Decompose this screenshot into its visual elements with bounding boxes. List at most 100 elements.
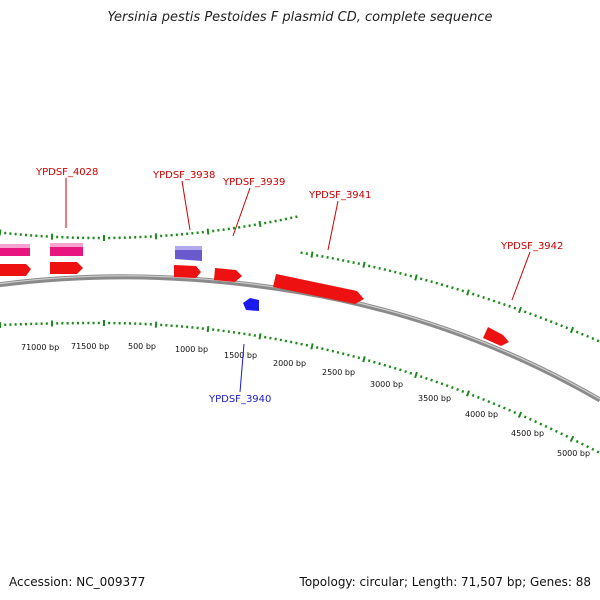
major-tick: [414, 274, 418, 281]
minor-tick: [367, 264, 371, 268]
inner-tick-ring: [0, 320, 600, 454]
minor-tick: [534, 420, 538, 424]
minor-tick: [419, 277, 423, 281]
minor-tick: [347, 353, 350, 357]
minor-tick: [425, 278, 428, 282]
gene-label[interactable]: YPDSF_3941: [308, 190, 371, 201]
map-title: Yersinia pestis Pestoides F plasmid CD, …: [107, 10, 493, 25]
minor-tick: [503, 302, 506, 307]
minor-tick: [435, 380, 439, 384]
position-label: 4000 bp: [465, 410, 498, 419]
minor-tick: [477, 294, 480, 298]
accession-text: Accession: NC_009377: [9, 575, 146, 589]
minor-tick: [456, 387, 459, 392]
minor-tick: [383, 363, 387, 367]
minor-tick: [591, 447, 595, 451]
minor-tick: [580, 332, 584, 336]
position-label: 2500 bp: [322, 368, 355, 377]
gene-ypdsf-3942[interactable]: [483, 327, 509, 346]
minor-tick: [586, 334, 590, 338]
minor-tick: [492, 299, 496, 303]
minor-tick: [513, 306, 517, 310]
minor-tick: [528, 417, 532, 421]
major-tick: [518, 306, 522, 314]
minor-tick: [393, 270, 397, 274]
minor-tick: [523, 415, 527, 419]
minor-tick: [341, 352, 345, 356]
minor-tick: [575, 330, 579, 334]
gene-ypdsf-3939[interactable]: [214, 268, 242, 282]
minor-tick: [305, 343, 309, 347]
position-label: 1000 bp: [175, 345, 208, 354]
minor-tick: [445, 284, 449, 288]
major-tick: [362, 356, 366, 363]
minor-tick: [300, 342, 303, 346]
position-label: 71000 bp: [21, 343, 59, 352]
minor-tick: [461, 389, 465, 393]
minor-tick: [591, 337, 595, 341]
minor-tick: [284, 217, 288, 221]
minor-tick: [378, 266, 381, 270]
minor-tick: [487, 297, 491, 301]
minor-tick: [471, 393, 475, 397]
minor-tick: [373, 360, 376, 364]
minor-tick: [513, 410, 517, 415]
minor-tick: [383, 268, 387, 272]
minor-tick: [565, 326, 569, 330]
minor-tick: [399, 368, 402, 372]
minor-tick: [544, 424, 548, 428]
gene-label[interactable]: YPDSF_3938: [152, 170, 215, 181]
minor-tick: [367, 359, 371, 363]
gene-label[interactable]: YPDSF_3942: [500, 241, 563, 252]
minor-tick: [295, 341, 298, 345]
minor-tick: [404, 273, 407, 277]
minor-tick: [419, 375, 423, 379]
minor-tick: [451, 386, 454, 390]
gene-ypdsf-3940[interactable]: [243, 298, 259, 311]
major-tick: [258, 333, 262, 340]
minor-tick: [492, 402, 496, 406]
minor-tick: [554, 429, 558, 433]
major-tick: [517, 411, 523, 418]
minor-tick: [497, 404, 501, 408]
gene-ypdsf-3941[interactable]: [273, 274, 364, 304]
outer-tick-ring: [0, 215, 600, 343]
plasmid-backbone: [0, 274, 600, 403]
position-label: 2000 bp: [273, 359, 306, 368]
position-label: 1500 bp: [224, 351, 257, 360]
major-tick: [466, 289, 470, 296]
minor-tick: [409, 371, 413, 375]
minor-tick: [393, 366, 397, 370]
minor-tick: [388, 269, 392, 273]
minor-tick: [352, 261, 355, 264]
gene-label[interactable]: YPDSF_4028: [35, 167, 98, 178]
summary-text: Topology: circular; Length: 71,507 bp; G…: [299, 575, 591, 589]
minor-tick: [430, 378, 433, 382]
major-tick: [414, 371, 418, 379]
gene-red-1[interactable]: [0, 264, 31, 276]
minor-tick: [482, 295, 485, 299]
minor-tick: [326, 348, 329, 352]
minor-tick: [373, 265, 376, 269]
label-leaders: [65, 178, 531, 393]
minor-tick: [289, 216, 293, 220]
minor-tick: [456, 287, 459, 291]
minor-tick: [549, 320, 553, 324]
minor-tick: [497, 301, 501, 305]
minor-tick: [321, 347, 324, 351]
gene-label[interactable]: YPDSF_3939: [222, 177, 285, 188]
position-label: 3500 bp: [418, 394, 451, 403]
gene-label[interactable]: YPDSF_3940: [208, 394, 271, 405]
minor-tick: [471, 292, 475, 296]
minor-tick: [596, 339, 600, 343]
minor-tick: [482, 397, 485, 402]
position-label: 4500 bp: [511, 429, 544, 438]
minor-tick: [555, 322, 558, 326]
minor-tick: [388, 365, 392, 369]
gene-red-3[interactable]: [174, 265, 201, 278]
gene-red-2[interactable]: [50, 262, 83, 274]
gene-features: [0, 243, 509, 346]
minor-tick: [399, 271, 402, 275]
position-label: 5000 bp: [557, 449, 590, 458]
